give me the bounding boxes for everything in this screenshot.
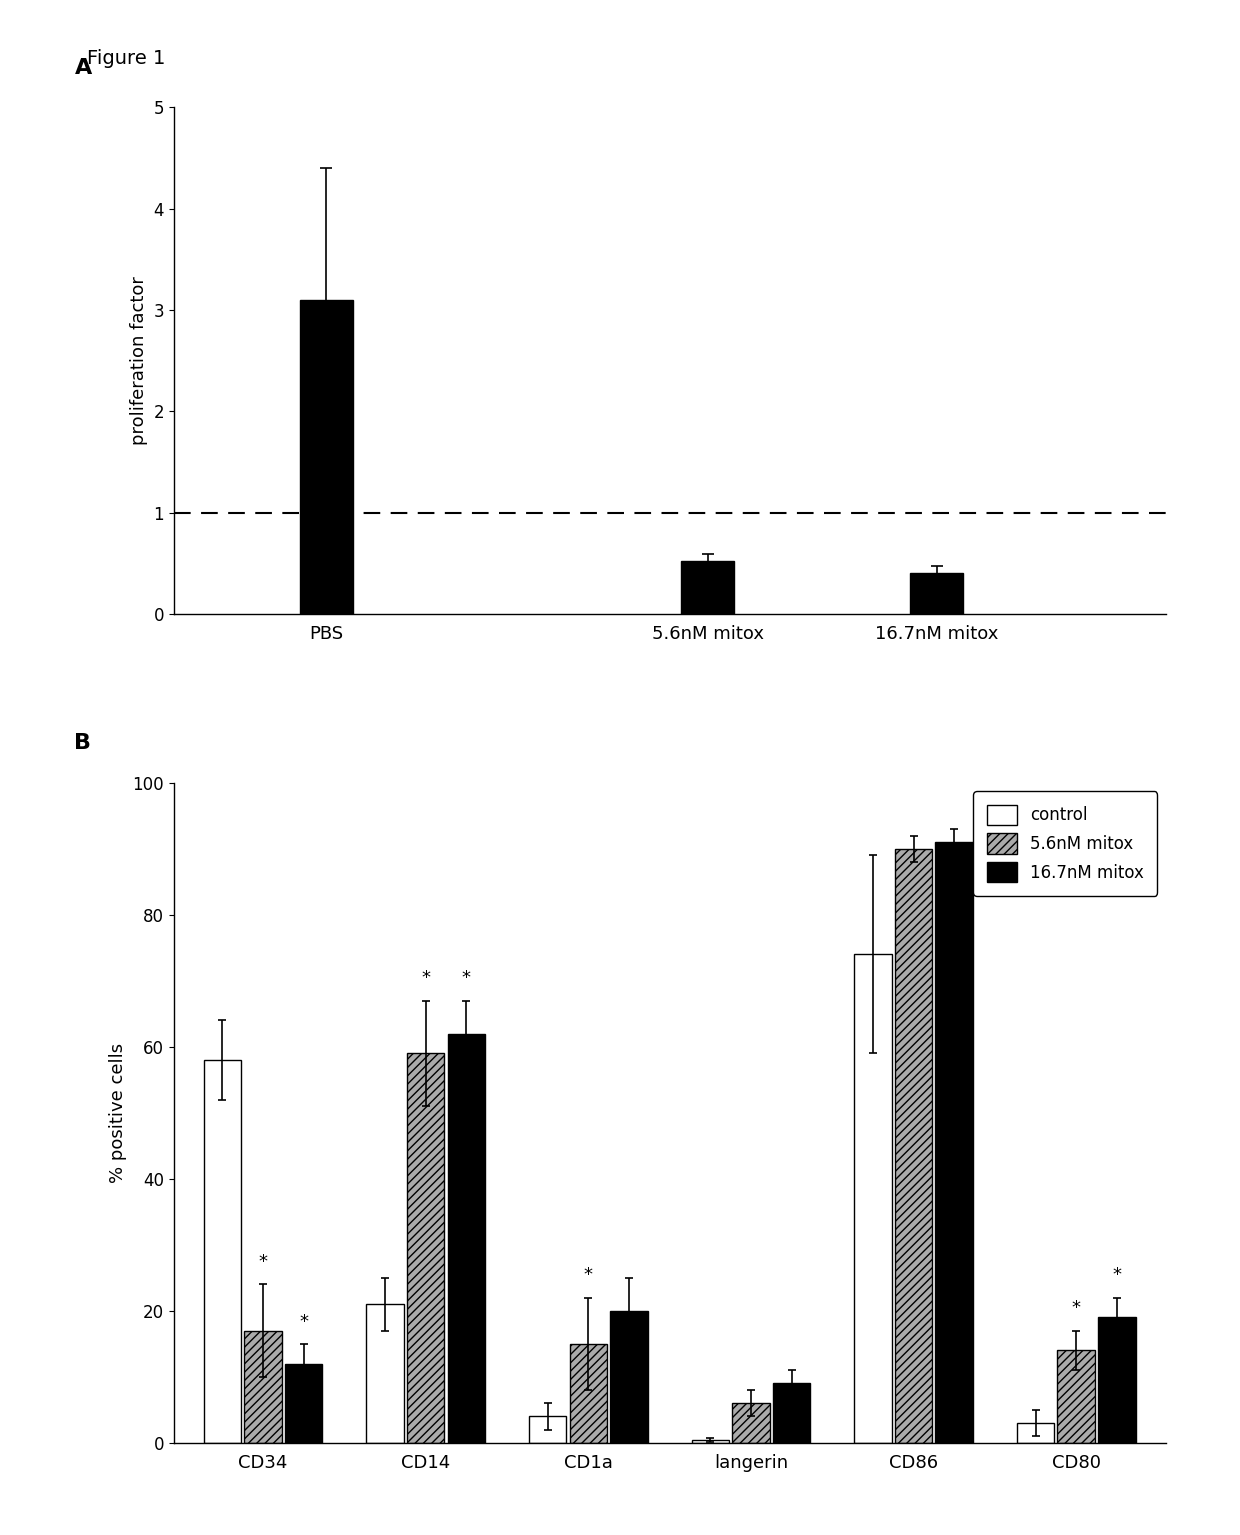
Text: *: *	[584, 1266, 593, 1285]
Bar	[910, 574, 963, 614]
Bar	[1099, 1317, 1136, 1443]
Bar	[203, 1061, 241, 1443]
Bar	[935, 843, 973, 1443]
Bar	[448, 1033, 485, 1443]
Y-axis label: % positive cells: % positive cells	[109, 1042, 126, 1183]
Bar	[732, 1403, 770, 1443]
Bar	[407, 1053, 444, 1443]
Text: Figure 1: Figure 1	[87, 49, 165, 68]
Bar	[854, 955, 892, 1443]
Bar	[1017, 1423, 1054, 1443]
Bar	[366, 1305, 404, 1443]
Legend: control, 5.6nM mitox, 16.7nM mitox: control, 5.6nM mitox, 16.7nM mitox	[973, 791, 1157, 895]
Text: *: *	[422, 970, 430, 987]
Bar	[285, 1363, 322, 1443]
Text: *: *	[299, 1312, 309, 1331]
Bar	[773, 1383, 810, 1443]
Bar	[529, 1417, 567, 1443]
Y-axis label: proliferation factor: proliferation factor	[130, 276, 148, 445]
Text: B: B	[74, 734, 92, 754]
Bar	[1058, 1351, 1095, 1443]
Text: *: *	[1071, 1300, 1080, 1317]
Text: *: *	[461, 970, 471, 987]
Bar	[692, 1440, 729, 1443]
Text: *: *	[259, 1253, 268, 1271]
Bar	[681, 562, 734, 614]
Text: *: *	[1112, 1266, 1121, 1285]
Bar	[569, 1345, 608, 1443]
Bar	[300, 299, 353, 614]
Bar	[244, 1331, 281, 1443]
Bar	[610, 1311, 647, 1443]
Text: A: A	[74, 58, 92, 78]
Bar	[895, 849, 932, 1443]
